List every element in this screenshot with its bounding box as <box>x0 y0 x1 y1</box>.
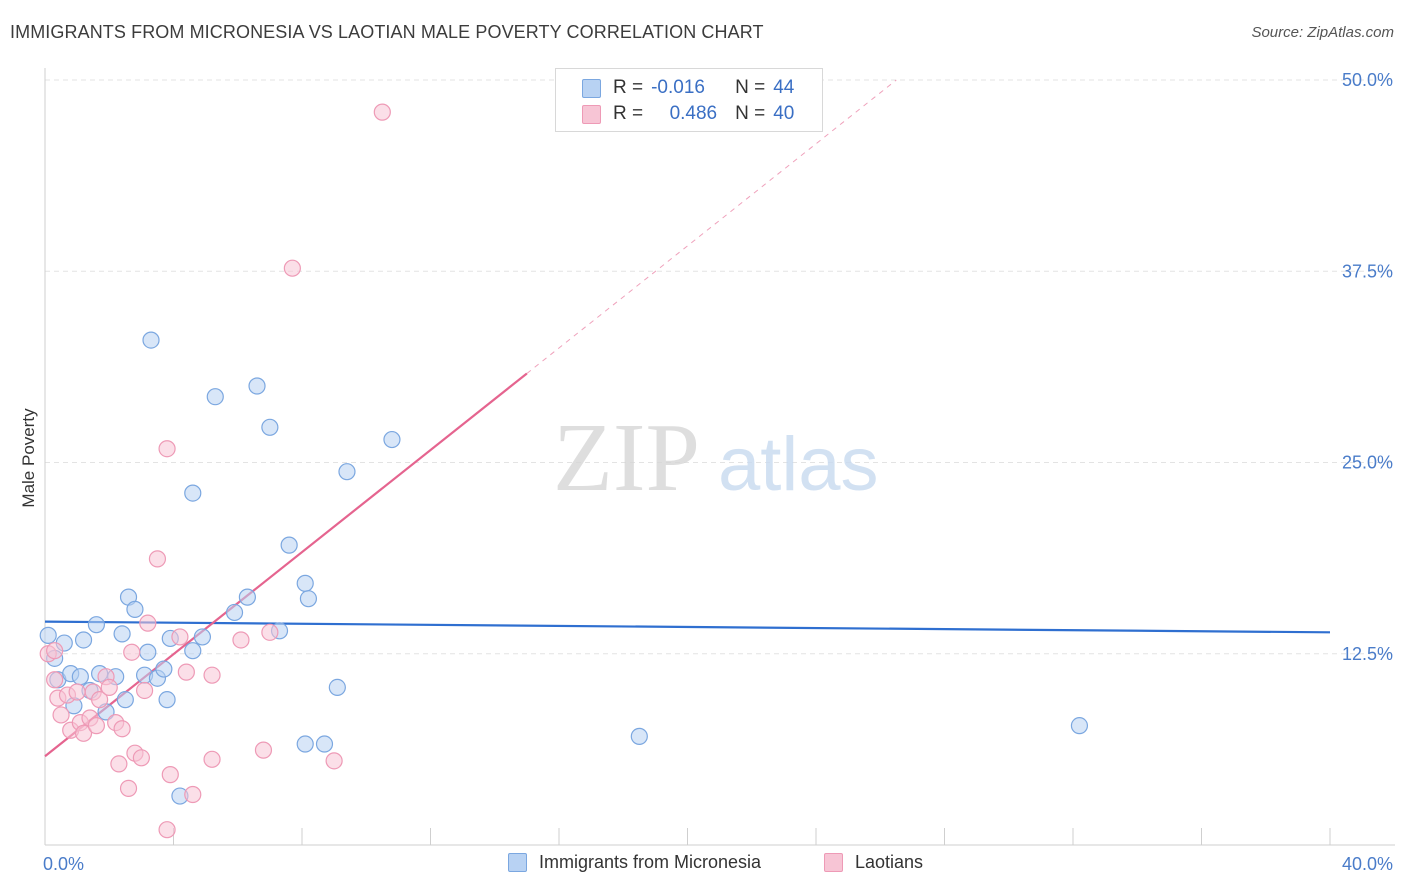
bottom-legend-swatch-pink <box>824 853 843 872</box>
y-tick-label: 37.5% <box>1342 261 1393 281</box>
point-laotian <box>373 103 391 121</box>
point-micronesia <box>296 735 314 753</box>
x-tick-label: 0.0% <box>43 854 84 874</box>
chart-title: IMMIGRANTS FROM MICRONESIA VS LAOTIAN MA… <box>10 22 764 42</box>
point-laotian <box>87 717 106 735</box>
point-laotian <box>113 720 131 738</box>
point-laotian <box>261 623 279 641</box>
point-laotian <box>158 440 176 458</box>
point-laotian <box>203 666 221 684</box>
point-laotian <box>254 741 273 759</box>
source-credit: Source: ZipAtlas.com <box>1251 24 1394 41</box>
x-tick-label: 40.0% <box>1342 854 1393 874</box>
point-laotian <box>52 706 70 724</box>
point-laotian <box>139 614 157 632</box>
point-laotian <box>68 683 86 701</box>
point-micronesia <box>126 600 144 618</box>
point-laotian <box>177 663 195 681</box>
point-micronesia <box>193 628 212 646</box>
point-micronesia <box>155 660 173 678</box>
legend-row-micronesia: R = -0.016 N = 44 <box>582 76 794 100</box>
axes <box>44 68 1395 846</box>
point-laotian <box>91 691 109 709</box>
legend-swatch-pink <box>582 104 601 124</box>
point-micronesia <box>338 463 356 481</box>
watermark: ZIP atlas <box>553 404 879 512</box>
watermark-zip: ZIP <box>553 404 700 512</box>
point-micronesia <box>158 691 176 709</box>
point-micronesia <box>225 603 244 622</box>
legend-r-label: R = <box>613 77 644 98</box>
y-tick-label: 12.5% <box>1342 644 1393 664</box>
bottom-legend-label: Laotians <box>855 852 924 872</box>
point-laotian <box>123 643 141 661</box>
point-micronesia <box>87 616 106 634</box>
point-micronesia <box>238 588 256 606</box>
legend-swatch-blue <box>582 78 601 98</box>
point-micronesia <box>39 626 57 644</box>
data-points <box>39 103 1089 839</box>
y-tick-label: 25.0% <box>1342 453 1393 473</box>
legend-row-laotians: R = 0.486 N = 40 <box>582 102 794 126</box>
trend-line-micronesia <box>44 620 1331 634</box>
legend-r-label: R = <box>613 103 644 124</box>
legend-n-value: 44 <box>773 77 795 98</box>
legend-n-label: N = <box>735 103 766 124</box>
point-micronesia <box>299 590 318 608</box>
point-micronesia <box>248 377 266 395</box>
point-laotian <box>46 642 64 660</box>
bottom-legend-laotians: Laotians <box>824 852 923 873</box>
point-laotian <box>232 631 250 649</box>
legend-n-value: 40 <box>773 103 795 124</box>
point-laotian <box>100 678 118 697</box>
point-laotian <box>184 785 202 804</box>
point-micronesia <box>184 642 202 660</box>
point-laotian <box>135 681 154 700</box>
point-micronesia <box>328 678 346 697</box>
bottom-legend-label: Immigrants from Micronesia <box>539 852 762 872</box>
point-micronesia <box>71 668 89 686</box>
correlation-legend: R = -0.016 N = 44 R = 0.486 N = 40 <box>555 68 823 132</box>
legend-r-value: -0.016 <box>651 77 705 98</box>
point-micronesia <box>296 574 314 592</box>
point-micronesia <box>1070 717 1089 735</box>
point-laotian <box>283 259 301 277</box>
point-laotian <box>325 752 343 770</box>
point-micronesia <box>206 388 224 406</box>
point-laotian <box>158 821 176 839</box>
point-micronesia <box>139 643 157 661</box>
legend-r-value: 0.486 <box>669 103 718 124</box>
watermark-atlas: atlas <box>718 422 879 507</box>
point-laotian <box>110 755 128 773</box>
point-micronesia <box>184 484 202 502</box>
y-tick-label: 50.0% <box>1342 70 1393 90</box>
trend-extension-laotians <box>526 79 897 374</box>
point-micronesia <box>630 727 648 745</box>
point-micronesia <box>142 331 160 349</box>
y-axis-label: Male Poverty <box>19 408 38 508</box>
point-micronesia <box>113 625 131 643</box>
point-laotian <box>119 779 138 797</box>
bottom-legend-micronesia: Immigrants from Micronesia <box>508 852 761 873</box>
bottom-legend-swatch-blue <box>508 853 527 872</box>
point-laotian <box>74 724 93 742</box>
point-micronesia <box>74 631 93 649</box>
point-micronesia <box>315 735 334 753</box>
gridlines <box>45 79 1395 655</box>
point-micronesia <box>261 418 279 436</box>
point-laotian <box>132 749 150 767</box>
point-laotian <box>161 766 179 784</box>
point-micronesia <box>280 536 298 554</box>
point-micronesia <box>383 430 401 449</box>
point-laotian <box>171 628 189 646</box>
point-laotian <box>148 550 167 568</box>
point-micronesia <box>116 691 134 709</box>
tick-labels: 12.5% 25.0% 37.5% 50.0% 0.0% 40.0% <box>43 70 1393 874</box>
legend-n-label: N = <box>735 77 766 98</box>
point-laotian <box>46 671 64 689</box>
point-laotian <box>203 750 221 768</box>
